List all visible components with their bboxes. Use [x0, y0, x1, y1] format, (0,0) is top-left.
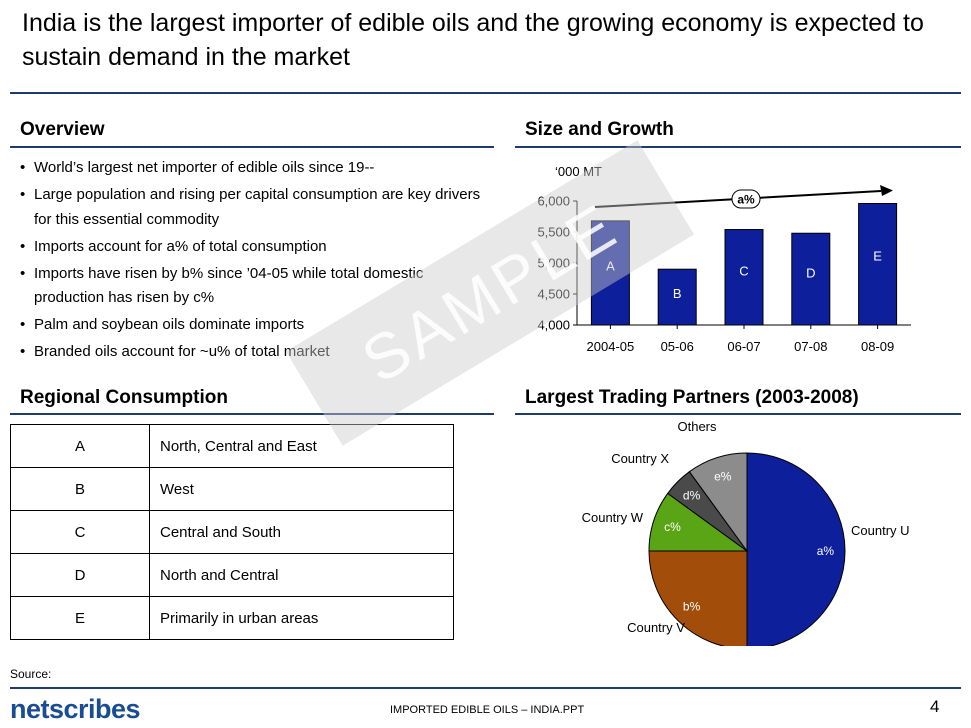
growth-label: a% — [737, 193, 755, 207]
bullet-item: • World’s largest net importer of edible … — [20, 159, 375, 176]
trading-partners-pie-chart: a% Country U b% Country V c% Country W d% Count… — [582, 419, 910, 646]
regional-heading: Regional Consumption — [20, 387, 228, 408]
slide-title: India is the largest importer of edible … — [22, 9, 924, 71]
regional-table: A North, Central and East B West C Central … — [10, 424, 454, 640]
bar-label: B — [673, 286, 682, 301]
overview-divider — [10, 146, 494, 148]
bar-label: E — [873, 249, 882, 264]
y-tick-label: 5,000 — [537, 256, 570, 271]
y-tick-label: 5,500 — [537, 225, 570, 240]
pie-slice-name: Others — [677, 419, 717, 434]
bar — [858, 202, 898, 326]
x-tick-label: 07-08 — [794, 339, 827, 354]
y-tick-label: 6,000 — [537, 194, 570, 209]
pie-slice-label: c% — [664, 520, 681, 534]
pie-slice-name: Country W — [582, 510, 644, 525]
pie-slice-name: Country V — [627, 620, 685, 635]
pie-slice-label: b% — [683, 599, 701, 613]
size-growth-bar-chart: ‘000 MT 4,000 4,500 5,000 5,500 6,000 A 2004-05… — [537, 164, 911, 354]
region-value: West — [149, 467, 454, 511]
growth-badge — [731, 189, 761, 209]
region-key: D — [10, 553, 150, 597]
table-row: D North and Central — [10, 553, 454, 597]
size-growth-heading: Size and Growth — [525, 119, 674, 140]
bar-label: D — [806, 266, 815, 281]
region-value: Central and South — [149, 510, 454, 554]
bullet-item: • Imports account for a% of total consump… — [20, 237, 327, 255]
size-growth-divider — [515, 146, 961, 148]
x-tick-label: 05-06 — [661, 339, 694, 354]
y-tick-label: 4,500 — [537, 287, 570, 302]
pie-slice-name: Country X — [611, 451, 669, 466]
region-value: North and Central — [149, 553, 454, 597]
x-tick-label: 06-07 — [727, 339, 760, 354]
bullet-item: • Large population and rising per capital… — [20, 186, 481, 228]
page-number: 4 — [930, 697, 940, 716]
region-key: C — [10, 510, 150, 554]
netscribes-logo: netscribes — [10, 694, 141, 724]
pie-slice-label: d% — [683, 489, 701, 503]
pie-slice — [688, 452, 748, 553]
unit-label: ‘000 MT — [555, 164, 602, 179]
bullet-item: • Branded oils account for ~u% of total m… — [20, 343, 330, 360]
bar — [724, 229, 764, 326]
growth-arrow-head — [880, 185, 893, 196]
table-row: E Primarily in urban areas — [10, 596, 454, 640]
partners-heading: Largest Trading Partners (2003-2008) — [525, 387, 859, 408]
region-key: E — [10, 596, 150, 640]
table-row: C Central and South — [10, 510, 454, 554]
region-value: Primarily in urban areas — [149, 596, 454, 640]
table-row: A North, Central and East — [10, 424, 454, 468]
bullet-item: • Imports have risen by b% since ’04-05 w… — [20, 264, 424, 307]
x-tick-label: 2004-05 — [587, 339, 635, 354]
source-note: Source: — [10, 667, 52, 681]
bar-label: C — [739, 264, 748, 279]
pie-slice-label: a% — [817, 544, 835, 558]
footer-doc-name: IMPORTED EDIBLE OILS – INDIA.PPT — [390, 704, 585, 716]
y-tick-label: 4,000 — [537, 318, 570, 333]
bar-label: A — [606, 259, 615, 274]
x-tick-label: 08-09 — [861, 339, 894, 354]
region-key: B — [10, 467, 150, 511]
partners-divider — [515, 413, 961, 415]
bullet-item: • Palm and soybean oils dominate imports — [20, 316, 305, 333]
pie-slice-label: e% — [714, 469, 732, 483]
bar — [657, 268, 697, 326]
pie-slice-name: Country U — [851, 523, 910, 538]
title-divider — [10, 92, 961, 94]
overview-heading: Overview — [20, 119, 105, 140]
bar — [791, 232, 831, 326]
region-key: A — [10, 424, 150, 468]
pie-slice — [746, 452, 846, 646]
pie-slice — [648, 550, 748, 646]
regional-divider — [10, 413, 494, 415]
region-value: North, Central and East — [149, 424, 454, 468]
footer-divider — [10, 687, 961, 689]
overview-bullets: • World’s largest net importer of edible … — [20, 156, 490, 367]
table-row: B West — [10, 467, 454, 511]
